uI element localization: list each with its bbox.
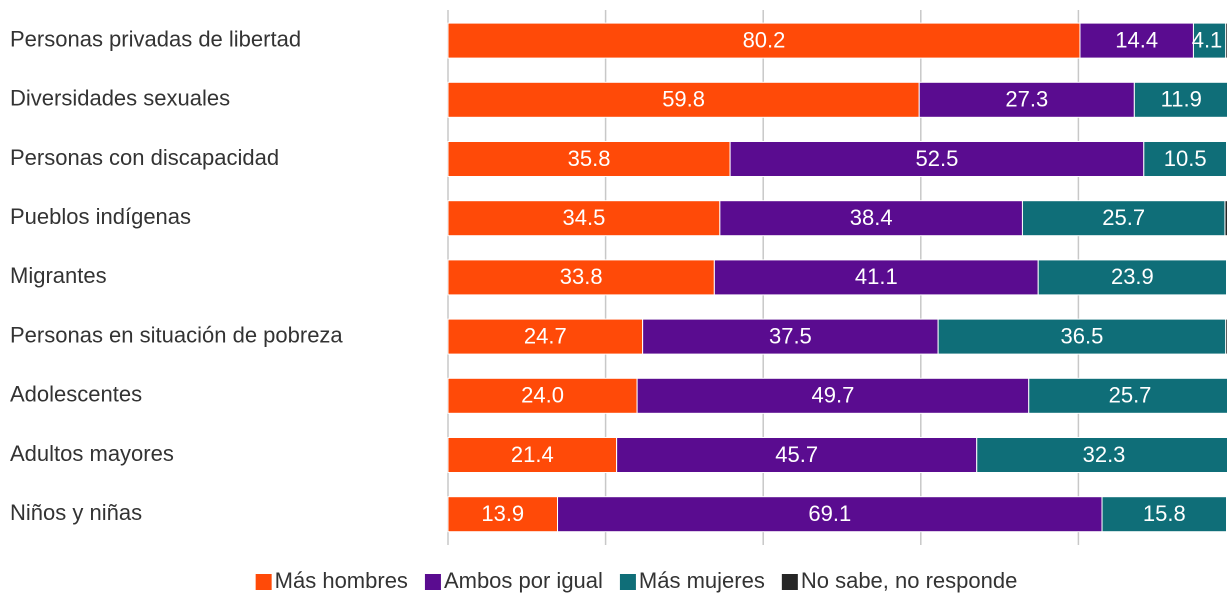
value-label: 25.7 xyxy=(1109,383,1152,408)
bar-segment xyxy=(1225,22,1227,59)
value-label: 15.8 xyxy=(1143,501,1186,526)
legend-label: No sabe, no responde xyxy=(801,568,1018,593)
category-label: Personas en situación de pobreza xyxy=(10,322,343,347)
bar-segment xyxy=(1037,259,1227,296)
bar-segment xyxy=(918,81,1135,118)
bar-segment xyxy=(1143,141,1227,177)
value-label: 35.8 xyxy=(568,146,611,171)
bar-segment xyxy=(447,81,920,118)
legend-swatch xyxy=(619,574,636,590)
bar-segment xyxy=(447,377,638,414)
value-label: 27.3 xyxy=(1005,87,1048,112)
bar-segment xyxy=(1028,377,1227,414)
value-label: 13.9 xyxy=(481,501,524,526)
category-label: Adolescentes xyxy=(10,382,142,407)
bar-segment xyxy=(447,496,559,533)
value-label: 37.5 xyxy=(769,323,812,348)
bar-segment xyxy=(447,259,715,296)
legend-swatch xyxy=(255,574,272,590)
value-label: 32.3 xyxy=(1083,442,1126,467)
bar-segment xyxy=(636,377,1030,414)
value-label: 80.2 xyxy=(743,27,786,52)
bar-segment xyxy=(1225,318,1227,355)
value-label: 59.8 xyxy=(662,87,705,112)
bar-segment xyxy=(1224,200,1227,237)
bar-segment xyxy=(1079,22,1194,59)
bar-segment xyxy=(937,318,1227,355)
category-label: Migrantes xyxy=(10,263,107,288)
bar-segment xyxy=(729,141,1145,177)
value-label: 10.5 xyxy=(1164,146,1207,171)
bar-segment xyxy=(447,22,1081,59)
value-label: 36.5 xyxy=(1061,323,1104,348)
legend-label: Ambos por igual xyxy=(444,568,603,593)
value-label: 24.7 xyxy=(524,323,567,348)
category-label: Adultos mayores xyxy=(10,441,174,466)
value-label: 52.5 xyxy=(916,146,959,171)
bar-segment xyxy=(719,200,1023,237)
bar-segment xyxy=(1021,200,1226,237)
bar-segment xyxy=(713,259,1039,296)
value-label: 14.4 xyxy=(1115,27,1158,52)
bar-segment xyxy=(642,318,939,355)
value-label: 33.8 xyxy=(560,264,603,289)
bar-segment xyxy=(1192,22,1227,59)
category-label: Diversidades sexuales xyxy=(10,86,230,111)
bar-segment xyxy=(976,437,1227,473)
bar-segment xyxy=(447,437,618,473)
value-label: 38.4 xyxy=(850,205,893,230)
value-label: 4.1 xyxy=(1192,27,1223,52)
category-label: Personas privadas de libertad xyxy=(10,26,301,51)
bar-segment xyxy=(616,437,978,473)
value-label: 41.1 xyxy=(855,264,898,289)
value-label: 11.9 xyxy=(1161,87,1202,112)
value-label: 25.7 xyxy=(1102,205,1145,230)
value-label: 23.9 xyxy=(1111,264,1154,289)
value-label: 49.7 xyxy=(812,383,855,408)
legend-label: Más hombres xyxy=(275,568,408,593)
legend-swatch xyxy=(781,574,798,590)
value-label: 21.4 xyxy=(511,442,554,467)
bar-segment xyxy=(447,318,644,355)
legend-label: Más mujeres xyxy=(639,568,765,593)
bar-segment xyxy=(1133,81,1227,118)
value-label: 24.0 xyxy=(521,383,564,408)
value-label: 34.5 xyxy=(563,205,606,230)
value-label: 69.1 xyxy=(808,501,851,526)
category-label: Pueblos indígenas xyxy=(10,204,191,229)
value-label: 45.7 xyxy=(775,442,818,467)
category-label: Personas con discapacidad xyxy=(10,145,279,170)
bar-segment xyxy=(447,200,721,237)
category-label: Niños y niñas xyxy=(10,500,142,525)
legend-swatch xyxy=(424,574,441,590)
